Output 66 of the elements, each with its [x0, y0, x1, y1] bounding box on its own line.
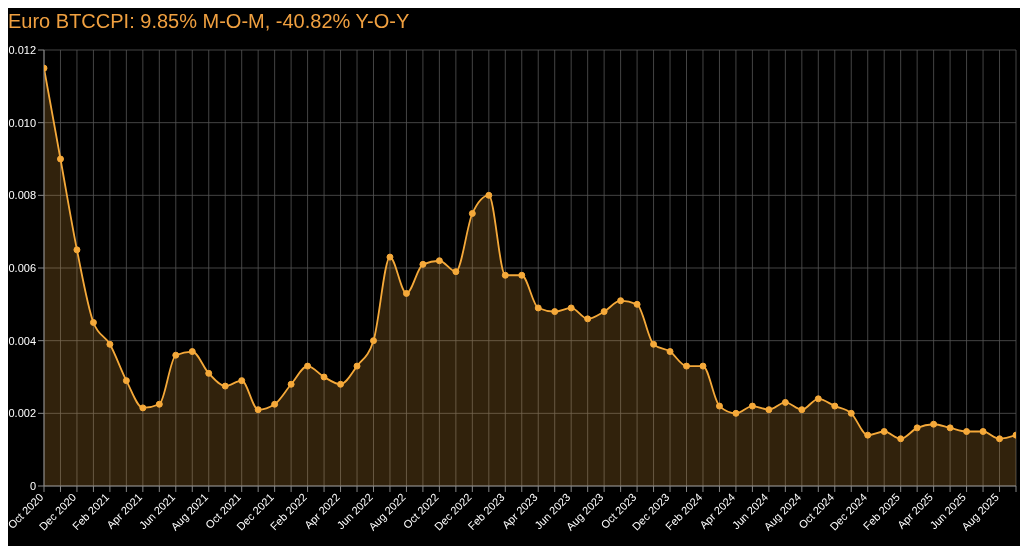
point — [798, 406, 806, 414]
point — [979, 428, 987, 435]
point — [501, 271, 509, 279]
point — [946, 424, 954, 432]
point — [435, 257, 443, 265]
point — [584, 315, 592, 323]
point — [205, 369, 213, 377]
point — [122, 377, 130, 385]
point — [485, 191, 493, 199]
point — [847, 409, 855, 417]
point — [781, 398, 789, 406]
point — [897, 435, 905, 443]
point — [996, 435, 1004, 443]
point — [534, 304, 542, 312]
point — [369, 337, 377, 345]
point — [452, 268, 460, 276]
point — [551, 308, 559, 316]
point — [56, 155, 64, 163]
point — [748, 402, 756, 410]
point — [188, 348, 196, 356]
y-tick-label: 0.012 — [8, 43, 36, 56]
y-tick-label: 0.008 — [8, 189, 36, 202]
point — [864, 431, 872, 439]
point — [221, 382, 229, 390]
point — [172, 351, 180, 359]
chart-title: Euro BTCCPI: 9.85% M-O-M, -40.82% Y-O-Y — [8, 9, 411, 34]
point — [419, 260, 427, 268]
point — [518, 271, 526, 279]
point — [814, 395, 822, 403]
point — [402, 289, 410, 297]
point — [89, 319, 97, 326]
point — [963, 428, 971, 435]
point — [732, 409, 740, 417]
point — [73, 246, 81, 254]
point — [765, 406, 773, 414]
point — [287, 380, 295, 388]
point — [913, 424, 921, 432]
y-tick-label: 0.004 — [8, 334, 36, 347]
point — [617, 297, 625, 305]
point — [320, 373, 328, 381]
point — [254, 406, 262, 414]
point — [337, 380, 345, 388]
point — [386, 253, 394, 261]
y-tick-label: 0.006 — [8, 261, 36, 274]
point — [650, 340, 658, 348]
point — [271, 400, 279, 408]
point — [683, 362, 691, 370]
y-tick-label: 0 — [29, 479, 36, 492]
point — [699, 362, 707, 370]
y-tick-label: 0.010 — [8, 116, 36, 129]
point — [567, 304, 575, 312]
point — [715, 402, 723, 410]
point — [106, 340, 114, 348]
point — [666, 348, 674, 356]
point — [633, 300, 641, 308]
point — [600, 308, 608, 316]
point — [238, 377, 246, 385]
point — [155, 400, 163, 408]
point — [139, 404, 147, 412]
y-tick-label: 0.002 — [8, 407, 36, 420]
point — [468, 210, 476, 217]
point — [353, 362, 361, 370]
point — [831, 402, 839, 410]
point — [304, 362, 312, 370]
point — [930, 420, 938, 428]
point — [880, 428, 888, 435]
